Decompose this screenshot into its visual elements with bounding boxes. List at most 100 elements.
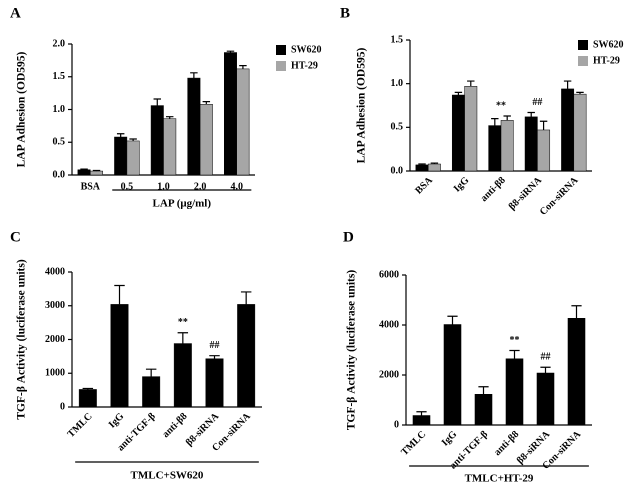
legend-swatch [578, 40, 588, 50]
error-bar [467, 80, 475, 87]
error-bar [202, 101, 211, 105]
annotation: ** [178, 317, 188, 328]
y-axis-label: LAP Adhesion (OD595) [356, 48, 368, 164]
error-bar [209, 355, 220, 359]
error-bar [454, 91, 463, 96]
legend-label: HT-29 [593, 55, 620, 66]
x-tick-label: 1.0 [157, 181, 170, 192]
bar [173, 343, 192, 408]
x-tick-label: β8-siRNA [507, 174, 545, 212]
y-tick-label: 2000 [45, 334, 65, 345]
x-tick-label: 4.0 [230, 181, 243, 192]
error-bar [153, 98, 162, 106]
bar [500, 120, 514, 172]
y-tick-label: 0.0 [391, 165, 404, 176]
x-tick-label: TMLC [66, 411, 95, 440]
bar [427, 163, 441, 172]
bar [451, 94, 465, 172]
annotation: ** [496, 100, 506, 111]
x-tick-label: BSA [413, 174, 435, 196]
bar [537, 129, 551, 172]
bar [464, 86, 478, 172]
error-bar [509, 349, 520, 359]
y-tick-label: 1.5 [391, 34, 404, 45]
bar [187, 77, 201, 176]
x-axis-label: TMLC+SW620 [131, 470, 204, 482]
error-bar [190, 72, 198, 79]
y-tick-label: 3000 [45, 300, 65, 311]
y-tick-label: 4000 [45, 266, 65, 277]
bar [114, 136, 128, 176]
y-tick-label: 0.0 [53, 169, 66, 180]
error-bar [239, 65, 247, 69]
legend-swatch [276, 45, 286, 55]
legend-label: HT-29 [291, 60, 318, 71]
error-bar [540, 366, 551, 373]
error-bar [430, 162, 439, 165]
error-bar [503, 115, 511, 121]
legend-swatch [578, 56, 588, 66]
y-axis-label: TGF-β Activity (luciferase units) [346, 270, 358, 430]
error-bar [129, 138, 137, 141]
bar [126, 140, 140, 176]
error-bar [92, 169, 101, 172]
y-tick-label: 1.0 [53, 104, 66, 115]
y-tick-label: 0 [60, 401, 65, 412]
y-tick-label: 0 [394, 419, 399, 430]
error-bar [571, 305, 582, 319]
bar [412, 415, 431, 426]
error-bar [563, 80, 572, 89]
bar [236, 68, 250, 176]
error-bar [539, 120, 548, 130]
bar [524, 116, 538, 172]
y-tick-label: 2000 [379, 369, 399, 380]
bar [142, 376, 161, 408]
y-tick-label: 1000 [45, 368, 65, 379]
y-tick-label: 0.5 [53, 137, 66, 148]
panel-letter: A [10, 5, 21, 21]
error-bar [576, 91, 584, 95]
annotation: ## [210, 340, 220, 351]
x-tick-label: Con-siRNA [538, 174, 581, 217]
legend-label: SW620 [291, 44, 322, 55]
annotation: ## [541, 352, 551, 363]
x-tick-label: 2.0 [194, 181, 207, 192]
annotation: ** [510, 335, 520, 346]
error-bar [116, 133, 125, 138]
error-bar [114, 284, 125, 305]
error-bar [240, 291, 252, 305]
error-bar [478, 386, 489, 395]
x-axis-label: LAP (μg/ml) [153, 198, 212, 210]
x-tick-label: IgG [452, 175, 472, 195]
error-bar [80, 168, 88, 170]
bar [536, 372, 555, 426]
x-tick-label: BSA [81, 181, 101, 192]
bar [163, 118, 177, 176]
bar [205, 358, 224, 408]
legend-swatch [276, 61, 286, 71]
error-bar [527, 111, 535, 117]
bar [443, 324, 462, 426]
bar [90, 170, 103, 176]
panel-letter: D [343, 229, 354, 245]
x-axis-label: TMLC+HT-29 [465, 473, 534, 485]
y-tick-label: 0.5 [391, 122, 404, 133]
x-tick-label: 0.5 [121, 181, 134, 192]
error-bar [416, 411, 427, 416]
legend-label: SW620 [593, 39, 624, 50]
y-tick-label: 6000 [379, 269, 399, 280]
bar [415, 164, 429, 172]
bar [474, 394, 493, 426]
bar [77, 169, 91, 176]
x-tick-label: anti-β8 [160, 411, 189, 440]
x-tick-label: IgG [440, 429, 460, 449]
error-bar [491, 118, 499, 126]
x-tick-label: anti-β8 [492, 429, 521, 458]
x-tick-label: IgG [107, 411, 127, 431]
x-tick-label: anti-β8 [479, 175, 508, 204]
bar [199, 104, 213, 176]
error-bar [177, 332, 189, 344]
bar [150, 105, 164, 176]
bar [561, 88, 575, 172]
